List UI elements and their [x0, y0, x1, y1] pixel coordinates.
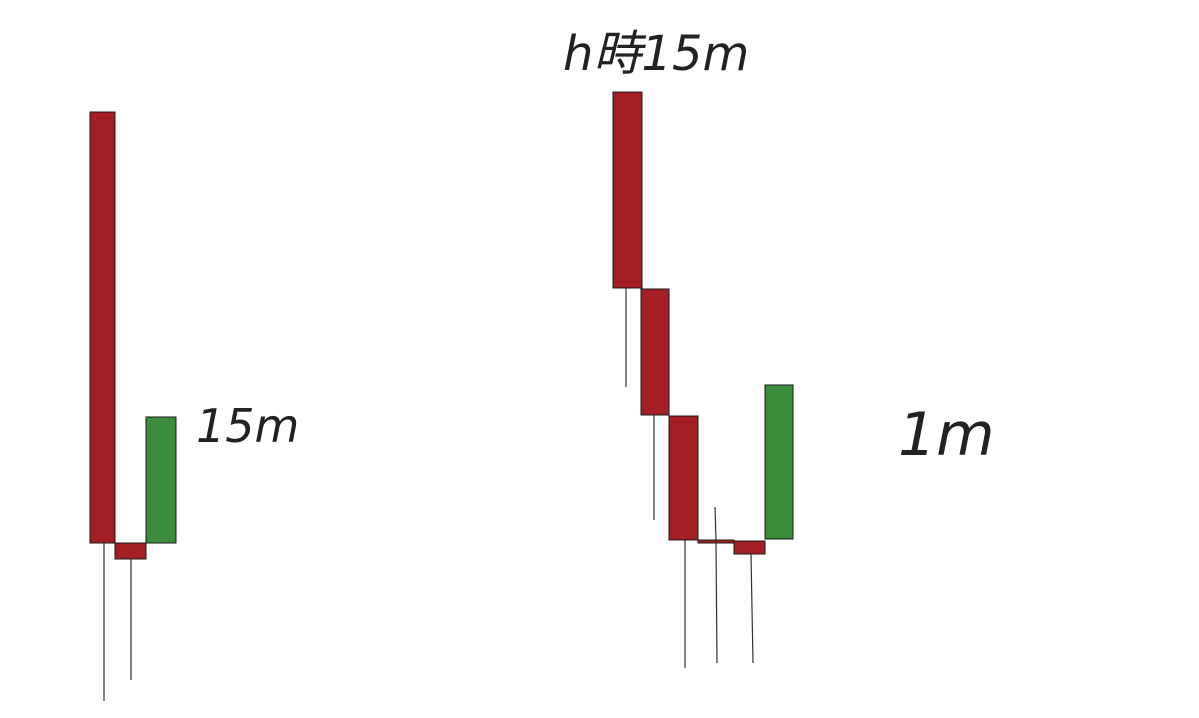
right-candle-4 [697, 506, 735, 664]
right-candle-5 [733, 540, 766, 664]
right-candle-3 [668, 415, 699, 668]
left-candle-group [89, 111, 177, 701]
right-candle-group [612, 91, 794, 668]
center-timeframe-label: h時15m [563, 26, 749, 82]
right-candle-1 [612, 91, 643, 387]
right-candle-6 [764, 384, 794, 540]
left-candle-1 [89, 111, 116, 701]
left-candle-3 [145, 416, 177, 544]
left-candle-2 [114, 542, 147, 680]
right-timeframe-label: 1m [898, 400, 995, 470]
left-timeframe-label: 15m [196, 399, 299, 453]
right-candle-2 [640, 288, 670, 520]
